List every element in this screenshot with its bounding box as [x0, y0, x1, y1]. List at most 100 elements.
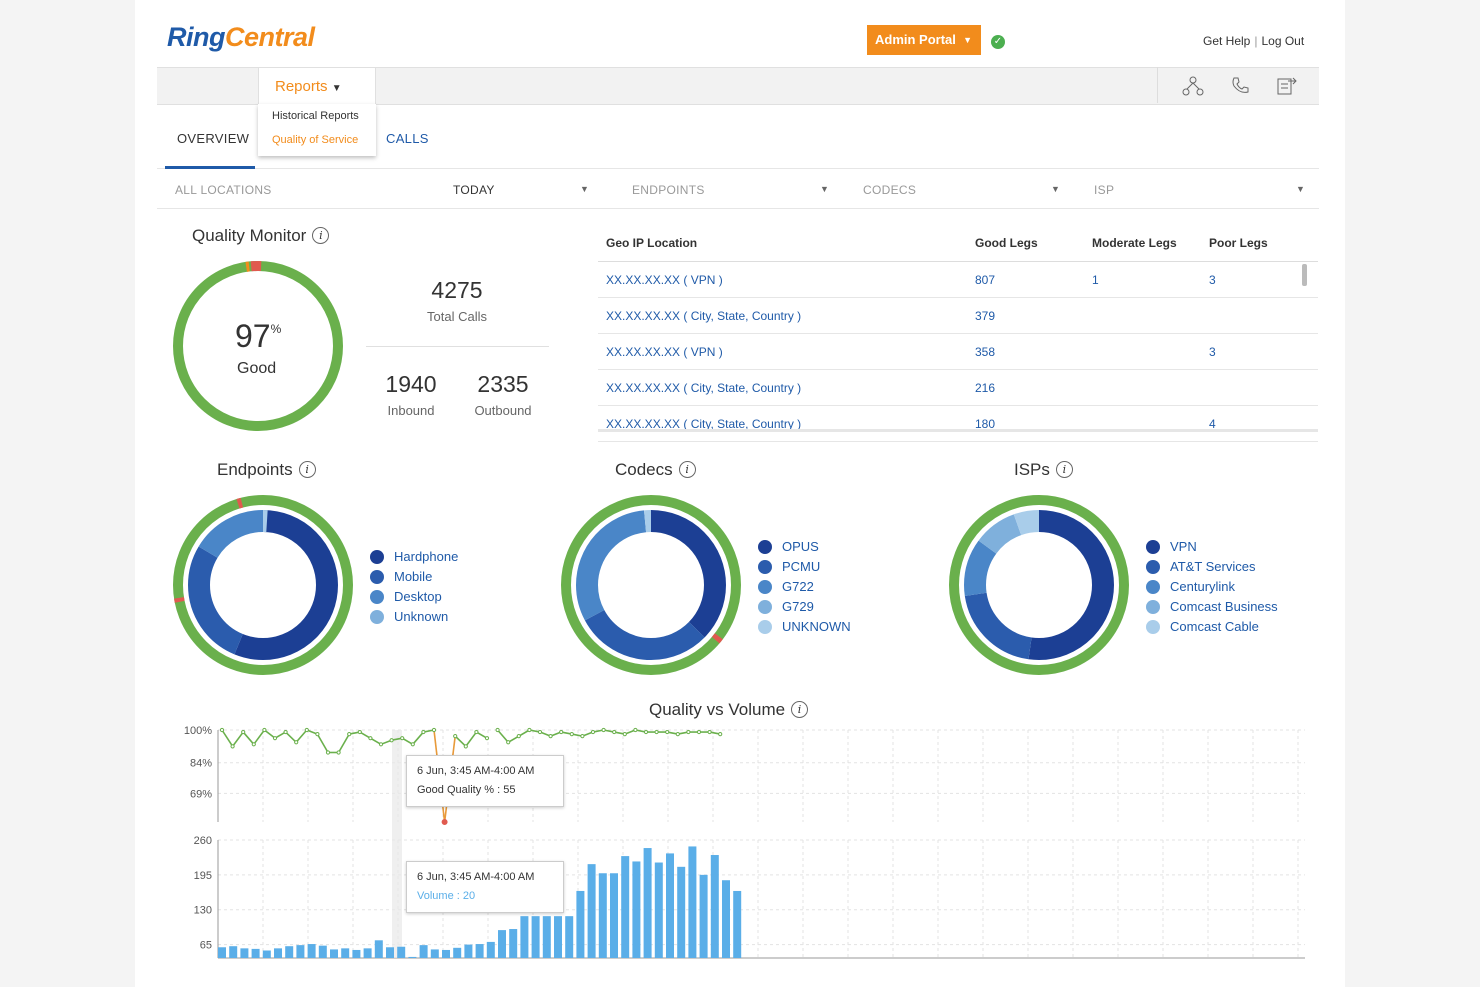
filter-isp[interactable]: ISP [1094, 183, 1115, 197]
chevron-down-icon[interactable]: ▼ [1051, 184, 1060, 194]
table-row[interactable]: XX.XX.XX.XX ( VPN ) 358 3 [598, 333, 1318, 370]
isps-donut[interactable] [946, 492, 1132, 678]
quality-point [410, 742, 415, 747]
info-icon[interactable]: i [678, 461, 696, 478]
geo-location-cell[interactable]: XX.XX.XX.XX ( City, State, Country ) [598, 369, 967, 406]
phone-icon[interactable] [1230, 76, 1250, 96]
legend-item[interactable]: G722 [758, 577, 851, 597]
legend-item[interactable]: AT&T Services [1146, 557, 1278, 577]
filter-date-range[interactable]: TODAY [453, 183, 495, 197]
ringcentral-logo[interactable]: RingCentral [167, 22, 315, 52]
isp-segments [964, 510, 1114, 660]
chevron-down-icon[interactable]: ▼ [1296, 184, 1305, 194]
quality-point [368, 736, 373, 741]
legend-item[interactable]: Comcast Business [1146, 597, 1278, 617]
geo-location-cell[interactable]: XX.XX.XX.XX ( City, State, Country ) [598, 297, 967, 334]
network-icon[interactable] [1182, 76, 1204, 96]
menu-item-historical-reports[interactable]: Historical Reports [272, 110, 359, 122]
legend-item[interactable]: Comcast Cable [1146, 617, 1278, 637]
volume-bar [442, 949, 450, 958]
quality-point [272, 736, 278, 741]
column-header[interactable]: Good Legs [967, 225, 1084, 262]
reports-dropdown: Historical Reports Quality of Service [258, 104, 376, 156]
table-row[interactable]: XX.XX.XX.XX ( VPN ) 807 1 3 [598, 261, 1318, 298]
column-header[interactable]: Poor Legs [1201, 225, 1318, 262]
legend-item[interactable]: UNKNOWN [758, 617, 851, 637]
column-header[interactable]: Moderate Legs [1084, 225, 1201, 262]
table-header-row: Geo IP Location Good Legs Moderate Legs … [598, 225, 1318, 262]
quality-vs-volume-title: Quality vs Volume i [649, 700, 809, 720]
legend-swatch [758, 580, 772, 594]
quality-point [686, 729, 691, 735]
quality-point [495, 727, 500, 733]
quality-line-segment [465, 731, 478, 747]
info-icon[interactable]: i [791, 701, 809, 718]
quality-line-segment [454, 735, 467, 747]
quality-point [601, 727, 606, 733]
volume-bar [699, 874, 708, 958]
legend-item[interactable]: Mobile [370, 567, 458, 587]
legend-item[interactable]: Desktop [370, 587, 458, 607]
volume-bar [408, 956, 417, 958]
get-help-link[interactable]: Get Help [1203, 34, 1251, 48]
volume-bar [688, 846, 697, 958]
quality-point [707, 729, 712, 735]
chevron-down-icon[interactable]: ▼ [820, 184, 829, 194]
codecs-title: Codecs i [615, 460, 696, 480]
quality-vs-volume-chart[interactable]: 100% 84% 69% 260 195 130 65 [170, 722, 1310, 967]
table-scrollbar[interactable] [1302, 264, 1307, 286]
quality-point [559, 729, 564, 735]
filter-locations[interactable]: ALL LOCATIONS [175, 183, 272, 197]
endpoints-donut[interactable] [170, 492, 356, 678]
quality-tooltip: 6 Jun, 3:45 AM-4:00 AM Good Quality % : … [406, 755, 564, 807]
quality-point [304, 727, 309, 733]
legend-item[interactable]: PCMU [758, 557, 851, 577]
legend-item[interactable]: VPN [1146, 537, 1278, 557]
volume-bar [565, 916, 574, 958]
legend-item[interactable]: Unknown [370, 607, 458, 627]
link-separator: | [1254, 34, 1258, 48]
legend-swatch [758, 540, 772, 554]
info-icon[interactable]: i [1055, 461, 1073, 478]
admin-portal-button[interactable]: Admin Portal ▼ [867, 25, 981, 55]
geo-location-cell[interactable]: XX.XX.XX.XX ( VPN ) [598, 261, 967, 298]
quality-point [294, 740, 299, 745]
legend-swatch [1146, 580, 1160, 594]
legend-item[interactable]: Hardphone [370, 547, 458, 567]
filter-endpoints[interactable]: ENDPOINTS [632, 183, 705, 197]
tooltip-value: Volume : 20 [417, 890, 476, 902]
geo-location-cell[interactable]: XX.XX.XX.XX ( VPN ) [598, 333, 967, 370]
export-report-icon[interactable] [1276, 76, 1298, 96]
volume-bar [318, 945, 327, 958]
tab-overview[interactable]: OVERVIEW [177, 131, 250, 146]
table-row[interactable]: XX.XX.XX.XX ( City, State, Country ) 216 [598, 369, 1318, 406]
table-row[interactable]: XX.XX.XX.XX ( City, State, Country ) 180 4 [598, 405, 1318, 442]
total-calls-value: 4275 [431, 277, 483, 303]
log-out-link[interactable]: Log Out [1261, 34, 1305, 48]
quality-point [696, 729, 702, 735]
legend-item[interactable]: Centurylink [1146, 577, 1278, 597]
table-row[interactable]: XX.XX.XX.XX ( City, State, Country ) 379 [598, 297, 1318, 334]
quality-point [590, 729, 596, 735]
column-header[interactable]: Geo IP Location [598, 225, 967, 262]
legend-item[interactable]: G729 [758, 597, 851, 617]
quality-label: Good [237, 360, 277, 377]
moderate-legs-cell [1084, 369, 1201, 406]
info-icon[interactable]: i [312, 227, 330, 244]
legend-item[interactable]: OPUS [758, 537, 851, 557]
quality-point [506, 740, 511, 745]
poor-legs-cell [1201, 369, 1318, 406]
chevron-down-icon[interactable]: ▼ [580, 184, 589, 194]
quality-point [643, 729, 649, 735]
quality-point [580, 734, 585, 739]
reports-menu[interactable]: Reports ▼ [258, 67, 376, 105]
codecs-donut[interactable] [558, 492, 744, 678]
geo-location-cell[interactable]: XX.XX.XX.XX ( City, State, Country ) [598, 405, 967, 442]
info-icon[interactable]: i [298, 461, 316, 478]
legend-swatch [1146, 620, 1160, 634]
tab-calls[interactable]: CALLS [386, 131, 429, 146]
tooltip-value: Good Quality % : 55 [417, 784, 516, 796]
filter-codecs[interactable]: CODECS [863, 183, 917, 197]
y-tick-label: 130 [194, 905, 212, 917]
menu-item-quality-of-service[interactable]: Quality of Service [272, 134, 359, 146]
